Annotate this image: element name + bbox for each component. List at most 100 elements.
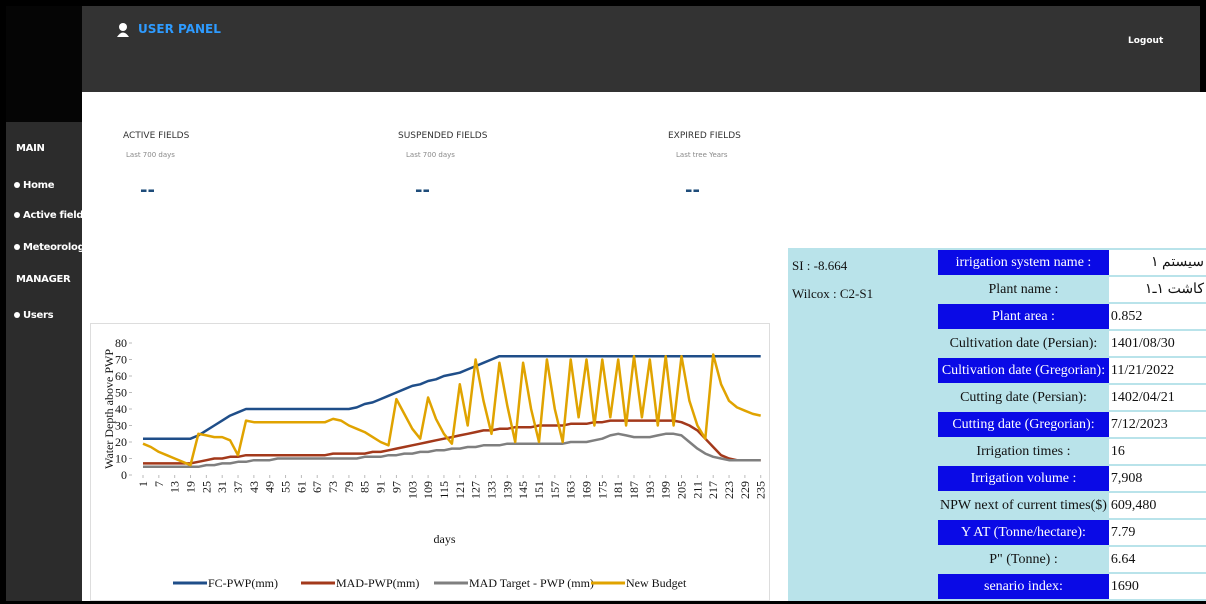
nav-item[interactable]: Users bbox=[14, 310, 54, 321]
x-tick-label: 19 bbox=[184, 481, 198, 493]
x-tick-label: 211 bbox=[690, 481, 704, 499]
card-title: ACTIVE FIELDS bbox=[123, 131, 190, 141]
row-label: Plant area : bbox=[938, 303, 1109, 331]
nav-item[interactable]: Active fields bbox=[14, 210, 89, 221]
nav-heading: MANAGER bbox=[16, 274, 71, 285]
card-title: SUSPENDED FIELDS bbox=[398, 131, 488, 141]
x-tick-label: 223 bbox=[722, 481, 736, 499]
x-tick-label: 73 bbox=[326, 481, 340, 493]
y-tick-label: 80 bbox=[115, 336, 127, 350]
row-value: 7.79 bbox=[1108, 519, 1206, 547]
nav-label[interactable]: Home bbox=[23, 180, 55, 191]
y-tick-label: 60 bbox=[115, 369, 127, 383]
x-axis-label: days bbox=[434, 532, 456, 546]
row-label: irrigation system name : bbox=[938, 250, 1109, 277]
y-tick-label: 40 bbox=[115, 402, 127, 416]
x-tick-label: 235 bbox=[754, 481, 768, 499]
row-value: 1401/08/30 bbox=[1108, 330, 1206, 358]
x-tick-label: 199 bbox=[659, 481, 673, 499]
row-label: Cultivation date (Gregorian): bbox=[938, 357, 1109, 385]
x-tick-label: 163 bbox=[564, 481, 578, 499]
nav-item[interactable]: Home bbox=[14, 180, 55, 191]
table-row: Irrigation volume :7,908 bbox=[938, 465, 1206, 493]
header: USER PANEL Logout bbox=[82, 6, 1200, 92]
y-tick-label: 30 bbox=[115, 419, 127, 433]
x-tick-label: 157 bbox=[548, 481, 562, 499]
si-value: SI : -8.664 bbox=[792, 258, 848, 273]
row-label: P" (Tonne) : bbox=[938, 546, 1109, 574]
table-row: Irrigation times :16 bbox=[938, 438, 1206, 466]
card-subtitle: Last 700 days bbox=[406, 151, 455, 159]
x-tick-label: 37 bbox=[231, 481, 245, 493]
x-tick-label: 151 bbox=[532, 481, 546, 499]
nav-label[interactable]: Users bbox=[23, 310, 54, 321]
row-label: Irrigation volume : bbox=[938, 465, 1109, 493]
wilcox-value: Wilcox : C2-S1 bbox=[792, 286, 874, 301]
y-axis-label: Water Depth above PWP bbox=[102, 349, 116, 469]
x-tick-label: 193 bbox=[643, 481, 657, 499]
legend-label: MAD Target - PWP (mm) bbox=[469, 576, 594, 590]
logout-button[interactable]: Logout bbox=[1128, 36, 1164, 46]
card-title: EXPIRED FIELDS bbox=[668, 131, 741, 141]
info-panel: SI : -8.664 Wilcox : C2-S1 irrigation sy… bbox=[788, 248, 1206, 601]
x-tick-label: 145 bbox=[516, 481, 530, 499]
row-value: 11/21/2022 bbox=[1108, 357, 1206, 385]
card-value: -- bbox=[140, 180, 155, 201]
x-tick-label: 169 bbox=[579, 481, 593, 499]
x-tick-label: 115 bbox=[437, 481, 451, 499]
x-tick-label: 109 bbox=[421, 481, 435, 499]
table-row: Cutting date (Gregorian): 7/12/2023 bbox=[938, 411, 1206, 439]
row-value: 609,480 bbox=[1108, 492, 1206, 520]
row-label: Y AT (Tonne/hectare): bbox=[938, 519, 1109, 547]
row-label: senario index: bbox=[938, 573, 1109, 601]
table-row: senario index: 1690 bbox=[938, 573, 1206, 601]
nav-label[interactable]: Meteorological bbox=[23, 242, 103, 253]
x-tick-label: 79 bbox=[342, 481, 356, 493]
x-tick-label: 85 bbox=[358, 481, 372, 493]
row-value: 7,908 bbox=[1108, 465, 1206, 493]
series-line bbox=[143, 432, 761, 469]
nav-label[interactable]: Active fields bbox=[23, 210, 89, 221]
series-line bbox=[143, 354, 761, 440]
x-tick-label: 103 bbox=[405, 481, 419, 499]
x-tick-label: 55 bbox=[279, 481, 293, 493]
y-tick-label: 0 bbox=[121, 468, 127, 482]
x-tick-label: 43 bbox=[247, 481, 261, 493]
nav-heading: MAIN bbox=[16, 143, 45, 154]
legend-label: FC-PWP(mm) bbox=[208, 576, 278, 590]
row-value: 1402/04/21 bbox=[1108, 384, 1206, 412]
table-row: Y AT (Tonne/hectare): 7.79 bbox=[938, 519, 1206, 547]
nav-item[interactable]: Meteorological bbox=[14, 242, 103, 253]
row-value: 6.64 bbox=[1108, 546, 1206, 574]
row-label: Cultivation date (Persian): bbox=[938, 330, 1109, 358]
x-tick-label: 1 bbox=[136, 481, 150, 487]
user-icon bbox=[117, 23, 129, 37]
x-tick-label: 217 bbox=[706, 481, 720, 499]
row-label: Cutting date (Persian): bbox=[938, 384, 1109, 412]
table-row: P" (Tonne) :6.64 bbox=[938, 546, 1206, 574]
x-tick-label: 49 bbox=[263, 481, 277, 493]
x-tick-label: 205 bbox=[675, 481, 689, 499]
row-label: Irrigation times : bbox=[938, 438, 1109, 466]
y-tick-label: 10 bbox=[115, 452, 127, 466]
x-tick-label: 175 bbox=[595, 481, 609, 499]
card-value: -- bbox=[685, 180, 700, 201]
x-tick-label: 133 bbox=[484, 481, 498, 499]
x-tick-label: 67 bbox=[310, 481, 324, 493]
table-row: NPW next of current times($) 609,480 bbox=[938, 492, 1206, 520]
row-label: NPW next of current times($) bbox=[938, 492, 1109, 520]
x-tick-label: 31 bbox=[215, 481, 229, 493]
field-table: irrigation system name : سیستم ۱ Plant nam… bbox=[938, 250, 1206, 601]
x-tick-label: 139 bbox=[500, 481, 514, 499]
row-label: Plant name : bbox=[938, 276, 1109, 304]
x-tick-label: 61 bbox=[294, 481, 308, 493]
row-value: کاشت ۱ـ۱ bbox=[1108, 276, 1206, 304]
row-value: 16 bbox=[1108, 438, 1206, 466]
sidebar-logo-area bbox=[6, 6, 82, 122]
series-line bbox=[142, 353, 761, 467]
x-tick-label: 13 bbox=[168, 481, 182, 493]
x-tick-label: 229 bbox=[738, 481, 752, 499]
table-row: Plant name : کاشت ۱ـ۱ bbox=[938, 276, 1206, 304]
